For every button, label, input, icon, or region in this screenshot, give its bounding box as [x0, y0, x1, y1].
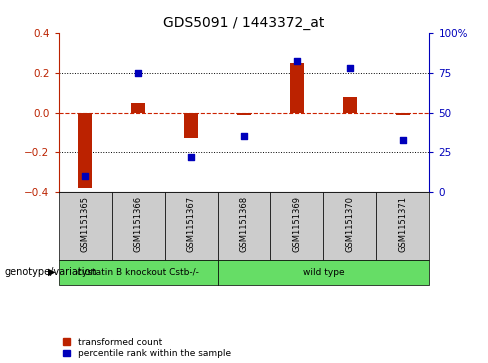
Point	[346, 65, 354, 71]
Text: GSM1151371: GSM1151371	[398, 196, 407, 252]
Point	[81, 174, 89, 179]
Text: GSM1151367: GSM1151367	[186, 196, 196, 252]
Text: wild type: wild type	[303, 268, 345, 277]
Bar	[218, 192, 270, 260]
Bar	[112, 192, 164, 260]
Bar	[270, 192, 324, 260]
Point	[240, 134, 248, 139]
Bar	[396, 113, 409, 115]
Text: genotype/variation: genotype/variation	[5, 267, 98, 277]
Bar	[376, 192, 429, 260]
Bar	[79, 113, 92, 188]
Text: GSM1151369: GSM1151369	[292, 196, 302, 252]
Point	[399, 137, 407, 143]
Point	[293, 58, 301, 64]
Text: GSM1151370: GSM1151370	[346, 196, 354, 252]
Bar	[344, 97, 357, 113]
Bar	[164, 192, 218, 260]
Text: GSM1151365: GSM1151365	[81, 196, 90, 252]
Bar	[324, 192, 376, 260]
Legend: transformed count, percentile rank within the sample: transformed count, percentile rank withi…	[63, 338, 231, 359]
Bar	[184, 113, 198, 139]
Point	[187, 154, 195, 160]
Bar	[218, 260, 429, 285]
Text: ▶: ▶	[47, 267, 55, 277]
Bar	[59, 192, 112, 260]
Point	[134, 70, 142, 76]
Bar	[290, 62, 304, 113]
Bar	[237, 113, 251, 115]
Bar	[131, 102, 144, 113]
Text: cystatin B knockout Cstb-/-: cystatin B knockout Cstb-/-	[77, 268, 199, 277]
Title: GDS5091 / 1443372_at: GDS5091 / 1443372_at	[163, 16, 325, 30]
Text: GSM1151368: GSM1151368	[240, 196, 248, 252]
Text: GSM1151366: GSM1151366	[134, 196, 142, 252]
Bar	[59, 260, 218, 285]
